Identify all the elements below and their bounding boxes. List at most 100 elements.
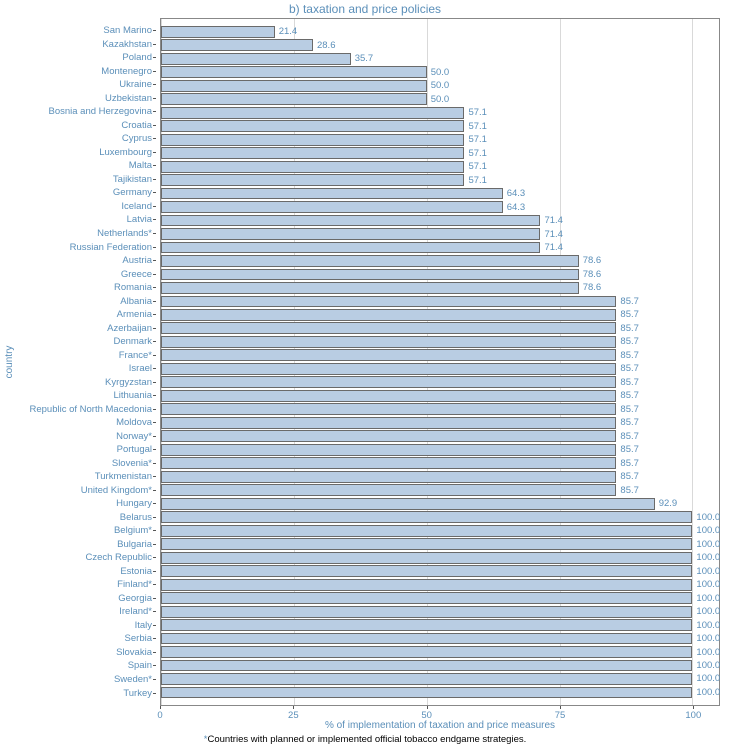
bar-row: 85.7 xyxy=(161,457,719,470)
country-label: Norway* xyxy=(116,431,152,442)
y-tick xyxy=(153,638,156,639)
bar xyxy=(161,471,616,483)
value-label: 100.0 xyxy=(696,620,720,631)
value-label: 57.1 xyxy=(468,161,487,172)
y-label-row: Albania xyxy=(0,294,156,308)
country-label: Montenegro xyxy=(101,66,152,77)
bar-row: 85.7 xyxy=(161,349,719,362)
bar-row: 57.1 xyxy=(161,160,719,173)
plot-area: 21.428.635.750.050.050.057.157.157.157.1… xyxy=(160,18,720,706)
y-tick xyxy=(153,125,156,126)
y-tick xyxy=(153,611,156,612)
bar xyxy=(161,53,351,65)
y-tick xyxy=(153,436,156,437)
bar-row: 35.7 xyxy=(161,52,719,65)
y-tick xyxy=(153,152,156,153)
country-label: Bosnia and Herzegovina xyxy=(48,106,152,117)
y-tick xyxy=(153,233,156,234)
bar xyxy=(161,242,540,254)
y-tick xyxy=(153,30,156,31)
y-label-row: Estonia xyxy=(0,565,156,579)
y-tick xyxy=(153,530,156,531)
value-label: 64.3 xyxy=(507,188,526,199)
bar xyxy=(161,687,692,699)
value-label: 85.7 xyxy=(620,485,639,496)
bar xyxy=(161,26,275,38)
value-label: 85.7 xyxy=(620,471,639,482)
country-label: Belarus xyxy=(120,512,152,523)
country-label: Malta xyxy=(129,160,152,171)
bar-row: 50.0 xyxy=(161,92,719,105)
value-label: 57.1 xyxy=(468,175,487,186)
y-tick xyxy=(153,219,156,220)
bar xyxy=(161,565,692,577)
bar xyxy=(161,484,616,496)
y-tick xyxy=(153,557,156,558)
bar xyxy=(161,255,579,267)
bar xyxy=(161,646,692,658)
bar xyxy=(161,282,579,294)
country-label: Uzbekistan xyxy=(105,93,152,104)
x-tick xyxy=(160,706,161,709)
y-tick xyxy=(153,382,156,383)
bar xyxy=(161,336,616,348)
y-label-row: United Kingdom* xyxy=(0,484,156,498)
value-label: 85.7 xyxy=(620,377,639,388)
bar xyxy=(161,322,616,334)
bar xyxy=(161,296,616,308)
bar xyxy=(161,147,464,159)
bar xyxy=(161,538,692,550)
bar-row: 85.7 xyxy=(161,335,719,348)
value-label: 78.6 xyxy=(583,255,602,266)
country-label: Lithuania xyxy=(113,390,152,401)
bar-row: 50.0 xyxy=(161,79,719,92)
y-tick xyxy=(153,314,156,315)
bar-row: 85.7 xyxy=(161,443,719,456)
y-label-row: San Marino xyxy=(0,24,156,38)
bar-row: 57.1 xyxy=(161,133,719,146)
bar xyxy=(161,444,616,456)
bar-row: 92.9 xyxy=(161,497,719,510)
country-label: Hungary xyxy=(116,498,152,509)
bar-row: 28.6 xyxy=(161,38,719,51)
y-tick xyxy=(153,571,156,572)
country-label: Denmark xyxy=(113,336,152,347)
country-label: Georgia xyxy=(118,593,152,604)
bar xyxy=(161,498,655,510)
country-label: Turkey xyxy=(123,688,152,699)
bar-row: 85.7 xyxy=(161,416,719,429)
bar xyxy=(161,201,503,213)
y-tick xyxy=(153,625,156,626)
country-label: France* xyxy=(119,350,152,361)
bar xyxy=(161,376,616,388)
country-label: Romania xyxy=(114,282,152,293)
y-label-row: Luxembourg xyxy=(0,146,156,160)
bar-row: 100.0 xyxy=(161,605,719,618)
bar-row: 100.0 xyxy=(161,524,719,537)
y-label-row: Lithuania xyxy=(0,389,156,403)
y-tick xyxy=(153,665,156,666)
country-label: Sweden* xyxy=(114,674,152,685)
country-label: San Marino xyxy=(103,25,152,36)
value-label: 21.4 xyxy=(279,26,298,37)
y-tick xyxy=(153,395,156,396)
y-label-row: Bosnia and Herzegovina xyxy=(0,105,156,119)
y-tick xyxy=(153,71,156,72)
y-tick xyxy=(153,44,156,45)
y-tick xyxy=(153,584,156,585)
bar xyxy=(161,349,616,361)
y-label-row: Republic of North Macedonia xyxy=(0,402,156,416)
bar xyxy=(161,457,616,469)
bar-row: 78.6 xyxy=(161,254,719,267)
value-label: 57.1 xyxy=(468,121,487,132)
bar xyxy=(161,269,579,281)
chart-title: b) taxation and price policies xyxy=(0,2,730,16)
bar xyxy=(161,619,692,631)
country-label: Serbia xyxy=(125,633,152,644)
bar-row: 100.0 xyxy=(161,686,719,699)
value-label: 85.7 xyxy=(620,390,639,401)
bar-row: 100.0 xyxy=(161,578,719,591)
value-label: 100.0 xyxy=(696,593,720,604)
bar xyxy=(161,606,692,618)
country-label: Kazakhstan xyxy=(102,39,152,50)
